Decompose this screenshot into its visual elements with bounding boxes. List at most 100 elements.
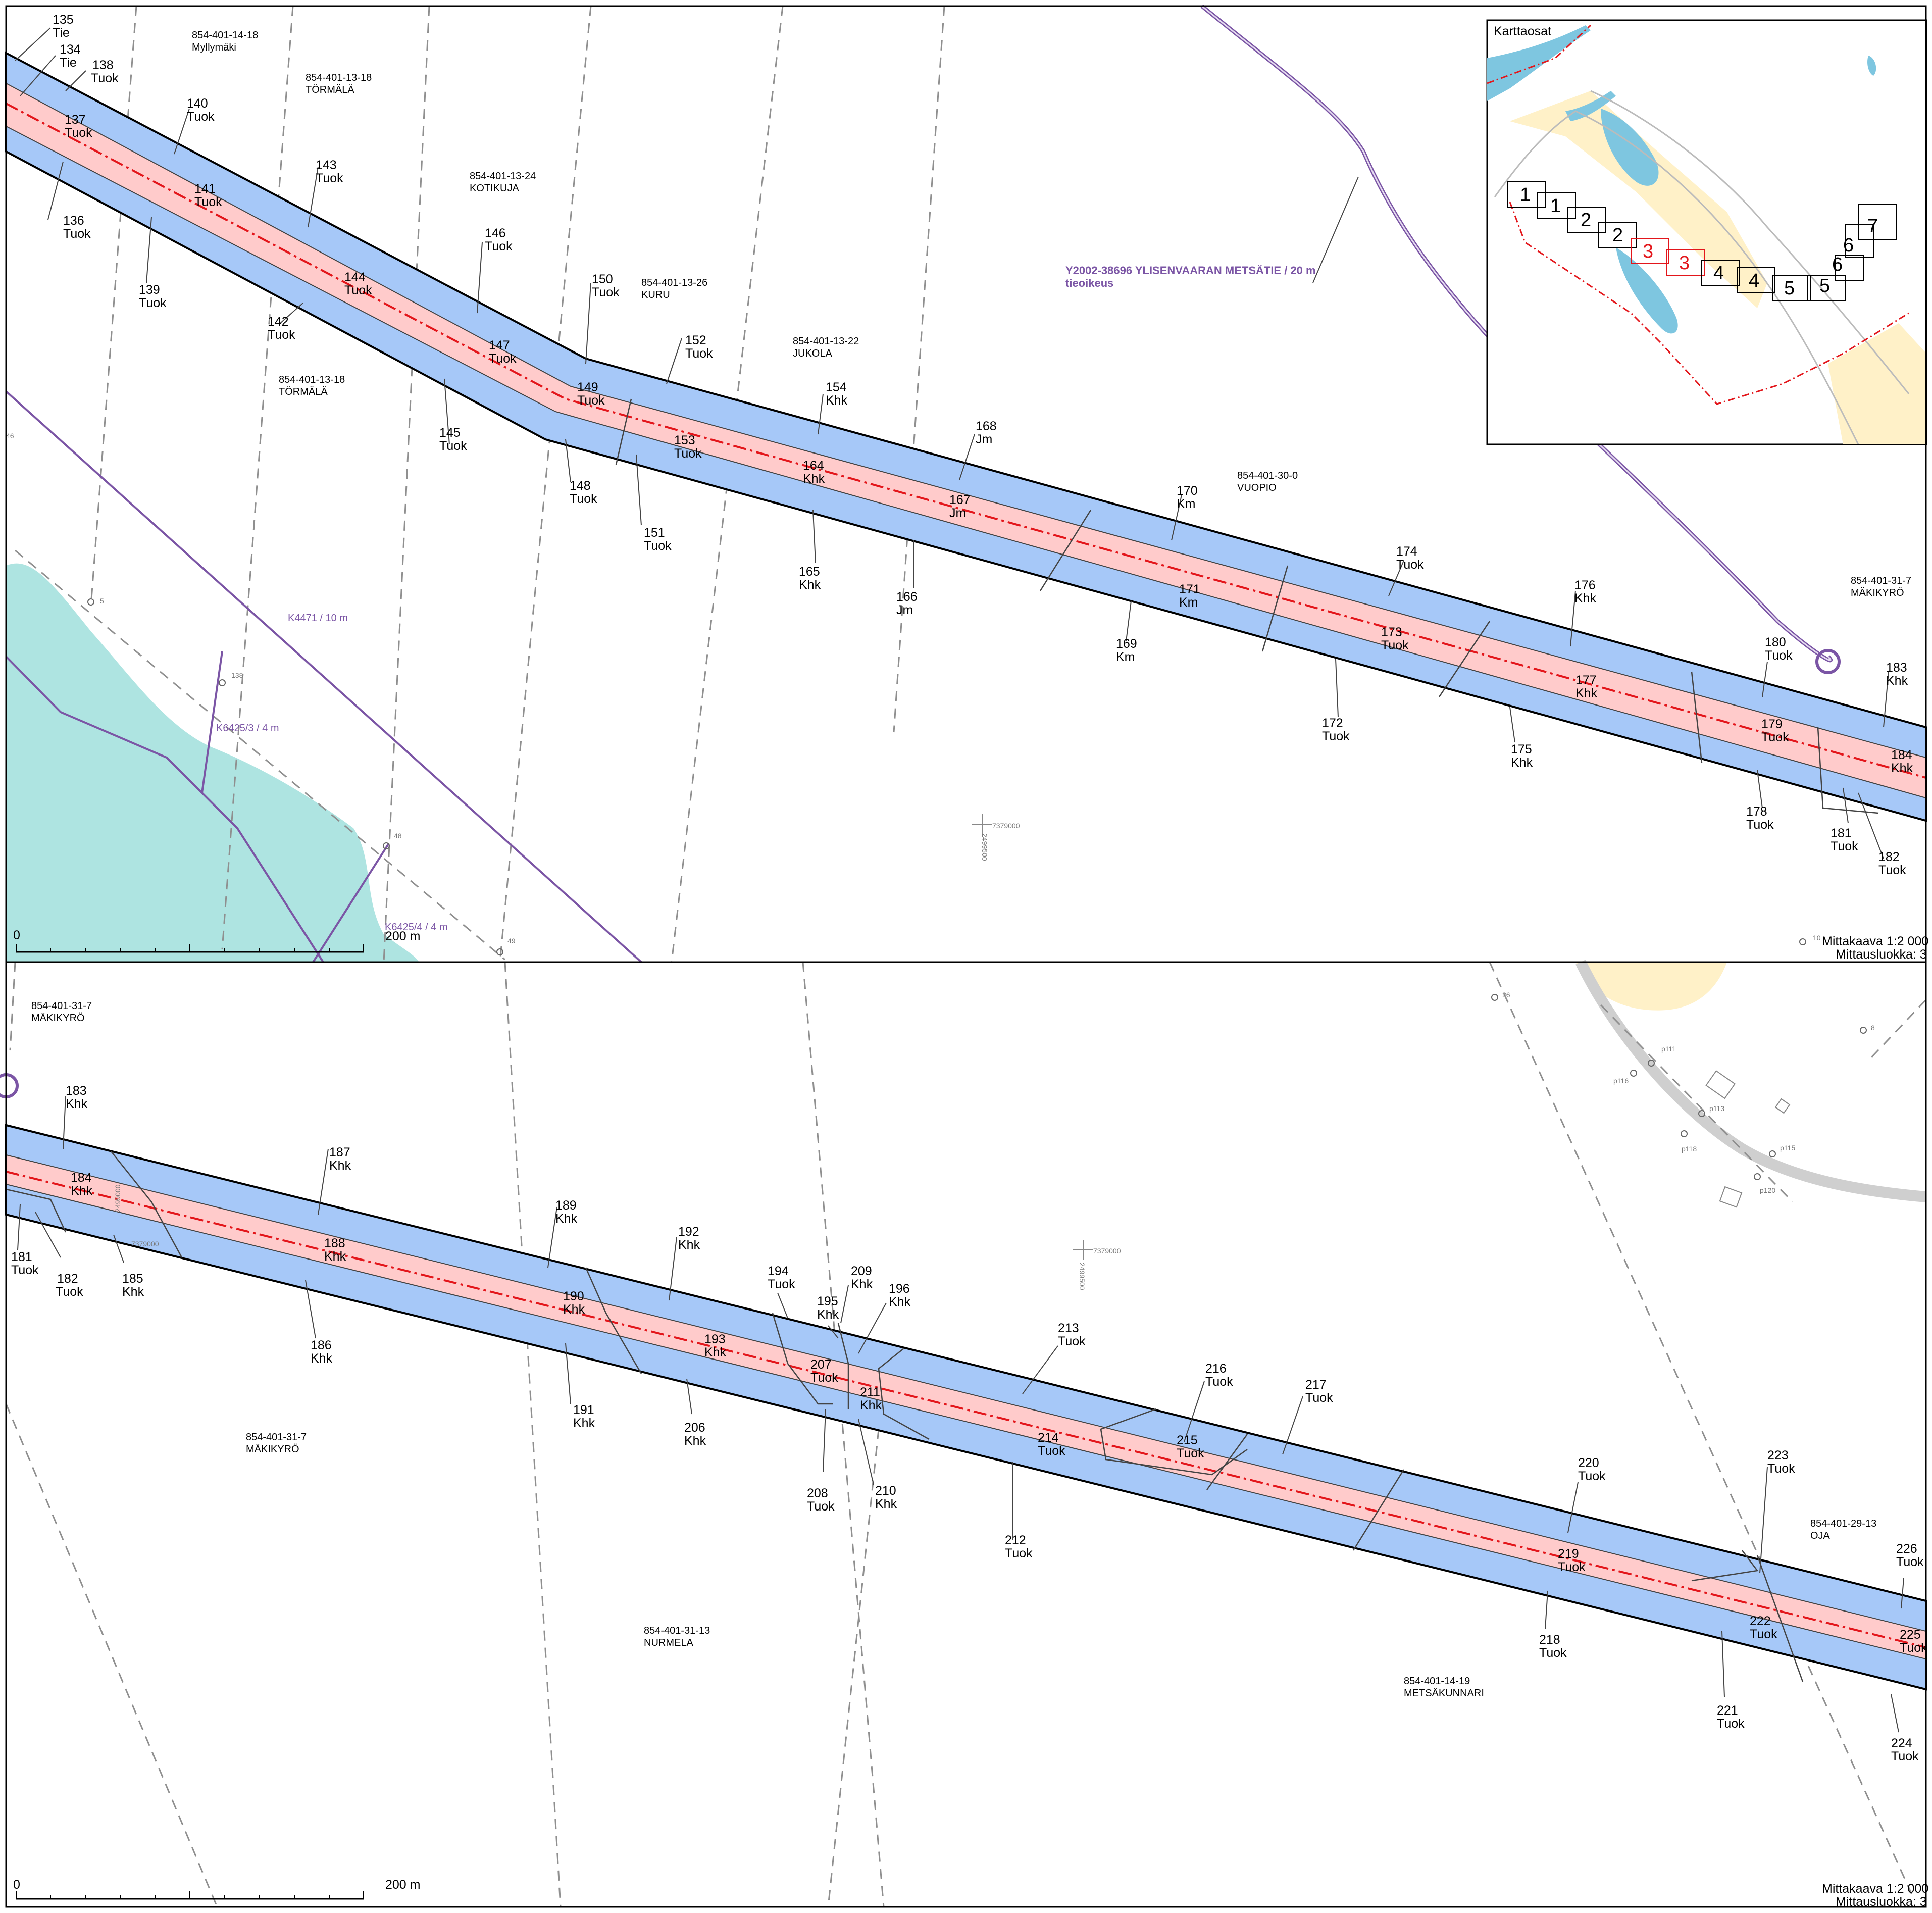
svg-text:166: 166 bbox=[896, 590, 918, 604]
svg-text:152: 152 bbox=[685, 333, 706, 347]
grid-label: 7379000 bbox=[131, 1240, 159, 1248]
svg-text:p113: p113 bbox=[1709, 1104, 1724, 1113]
svg-text:177: 177 bbox=[1575, 673, 1597, 687]
svg-text:154: 154 bbox=[826, 380, 847, 394]
svg-text:168: 168 bbox=[976, 419, 997, 433]
svg-text:6: 6 bbox=[1843, 235, 1854, 256]
svg-text:TÖRMÄLÄ: TÖRMÄLÄ bbox=[279, 386, 328, 397]
svg-text:151: 151 bbox=[644, 526, 665, 540]
svg-text:Tuok: Tuok bbox=[489, 351, 517, 366]
parcel-crossings bbox=[6, 1151, 1804, 1682]
svg-text:5: 5 bbox=[100, 597, 104, 605]
svg-text:Tuok: Tuok bbox=[674, 446, 702, 461]
svg-text:143: 143 bbox=[316, 158, 337, 172]
svg-text:185: 185 bbox=[122, 1272, 143, 1286]
svg-text:Tuok: Tuok bbox=[1746, 818, 1774, 832]
svg-text:208: 208 bbox=[807, 1486, 828, 1500]
svg-text:854-401-31-13: 854-401-31-13 bbox=[644, 1625, 710, 1636]
grid-label: 2499500 bbox=[1078, 1263, 1086, 1290]
svg-text:854-401-13-26: 854-401-13-26 bbox=[641, 277, 707, 288]
easement-lines bbox=[5, 390, 642, 963]
svg-text:854-401-13-24: 854-401-13-24 bbox=[470, 171, 536, 182]
svg-text:Tuok: Tuok bbox=[1038, 1444, 1065, 1458]
grid-label: 2499500 bbox=[981, 833, 989, 861]
svg-text:4: 4 bbox=[1713, 263, 1724, 284]
grid-label: 2499000 bbox=[114, 1184, 122, 1212]
svg-text:141: 141 bbox=[194, 182, 216, 196]
svg-text:p116: p116 bbox=[1613, 1077, 1629, 1085]
svg-text:188: 188 bbox=[324, 1236, 345, 1250]
lake-area bbox=[6, 563, 419, 962]
svg-text:Tuok: Tuok bbox=[65, 126, 92, 140]
svg-text:MÄKIKYRÖ: MÄKIKYRÖ bbox=[31, 1013, 85, 1024]
svg-text:182: 182 bbox=[1878, 850, 1900, 864]
scale-text: Mittakaava 1:2 000 bbox=[1822, 934, 1928, 948]
svg-text:181: 181 bbox=[1831, 826, 1852, 840]
svg-text:Tuok: Tuok bbox=[1005, 1546, 1033, 1560]
svg-text:224: 224 bbox=[1891, 1736, 1912, 1750]
svg-text:Tuok: Tuok bbox=[1761, 730, 1789, 744]
svg-text:165: 165 bbox=[799, 565, 820, 579]
svg-text:854-401-31-7: 854-401-31-7 bbox=[246, 1432, 307, 1443]
svg-text:Tuok: Tuok bbox=[439, 439, 467, 453]
bottom-panel-frame bbox=[5, 961, 1927, 1908]
svg-text:180: 180 bbox=[1765, 635, 1786, 649]
svg-text:223: 223 bbox=[1767, 1448, 1789, 1463]
svg-text:134: 134 bbox=[60, 42, 81, 57]
svg-text:8: 8 bbox=[1871, 1024, 1875, 1032]
svg-text:Khk: Khk bbox=[678, 1238, 700, 1252]
svg-text:854-401-13-18: 854-401-13-18 bbox=[279, 374, 345, 385]
corridor-inner-band bbox=[6, 1154, 1926, 1660]
svg-text:3: 3 bbox=[1643, 241, 1653, 262]
svg-text:Tuok: Tuok bbox=[11, 1263, 39, 1277]
svg-text:2: 2 bbox=[1612, 225, 1623, 246]
svg-text:Khk: Khk bbox=[826, 393, 848, 408]
svg-text:138: 138 bbox=[92, 58, 114, 72]
svg-text:Tuok: Tuok bbox=[1900, 1641, 1927, 1655]
svg-text:Khk: Khk bbox=[1575, 686, 1598, 700]
svg-text:Tuok: Tuok bbox=[644, 539, 672, 553]
svg-text:Tuok: Tuok bbox=[685, 346, 713, 361]
svg-text:49: 49 bbox=[507, 937, 516, 945]
svg-text:Khk: Khk bbox=[555, 1212, 578, 1226]
svg-text:Tuok: Tuok bbox=[1878, 863, 1906, 877]
svg-text:2: 2 bbox=[1581, 210, 1591, 231]
svg-text:Khk: Khk bbox=[563, 1302, 585, 1317]
svg-text:Tuok: Tuok bbox=[810, 1371, 838, 1385]
svg-text:MÄKIKYRÖ: MÄKIKYRÖ bbox=[246, 1444, 299, 1455]
svg-text:178: 178 bbox=[1746, 804, 1767, 819]
svg-text:Khk: Khk bbox=[799, 578, 821, 592]
svg-text:219: 219 bbox=[1558, 1547, 1579, 1561]
svg-text:149: 149 bbox=[577, 380, 598, 394]
easement-label: K4471 / 10 m bbox=[288, 613, 348, 624]
svg-text:Khk: Khk bbox=[66, 1097, 88, 1111]
svg-text:142: 142 bbox=[268, 315, 289, 329]
svg-text:222: 222 bbox=[1750, 1614, 1771, 1628]
svg-text:Khk: Khk bbox=[71, 1184, 93, 1198]
svg-text:p118: p118 bbox=[1682, 1145, 1697, 1153]
svg-text:Km: Km bbox=[1179, 595, 1198, 610]
svg-text:175: 175 bbox=[1511, 742, 1532, 757]
svg-text:Km: Km bbox=[1116, 650, 1135, 664]
svg-text:Khk: Khk bbox=[329, 1159, 351, 1173]
svg-text:147: 147 bbox=[489, 338, 510, 353]
svg-text:214: 214 bbox=[1038, 1431, 1059, 1445]
svg-text:p120: p120 bbox=[1760, 1186, 1775, 1194]
svg-text:Tuok: Tuok bbox=[63, 227, 91, 241]
svg-text:Khk: Khk bbox=[875, 1497, 897, 1511]
svg-text:215: 215 bbox=[1177, 1433, 1198, 1447]
svg-text:854-401-29-13: 854-401-29-13 bbox=[1810, 1518, 1876, 1529]
svg-text:854-401-13-18: 854-401-13-18 bbox=[306, 72, 372, 83]
sheet-frames bbox=[1507, 181, 1897, 301]
svg-text:Tuok: Tuok bbox=[316, 171, 343, 185]
svg-text:182: 182 bbox=[57, 1272, 78, 1286]
svg-text:183: 183 bbox=[66, 1084, 87, 1098]
road-label: Y2002-38696 YLISENVAARAN METSÄTIE / 20 m bbox=[1065, 264, 1316, 277]
svg-text:Khk: Khk bbox=[817, 1307, 839, 1322]
svg-text:Khk: Khk bbox=[311, 1351, 333, 1366]
svg-text:p115: p115 bbox=[1780, 1144, 1795, 1152]
inset-map: Karttaosat 1 1 2 2 3 3 4 4 5 5 6 6 7 bbox=[1486, 19, 1927, 445]
svg-text:173: 173 bbox=[1381, 625, 1402, 639]
svg-text:207: 207 bbox=[810, 1357, 832, 1372]
